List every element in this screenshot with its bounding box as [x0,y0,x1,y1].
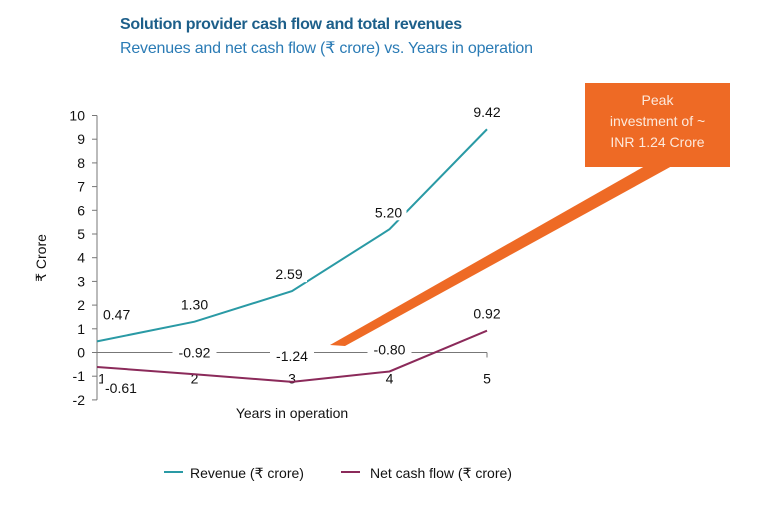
data-label-background [270,347,314,364]
data-label-background [271,266,307,283]
data-label: 0.92 [473,306,500,322]
data-label: -0.61 [105,380,137,396]
y-tick-label: 6 [77,202,85,218]
x-axis-label: Years in operation [236,405,348,421]
data-label: -0.80 [374,341,406,357]
y-tick-label: 5 [77,226,85,242]
data-label-background [101,306,137,323]
y-tick-label: 0 [77,345,85,361]
y-tick-label: 9 [77,131,85,147]
data-label: -1.24 [276,348,308,364]
data-label: 5.20 [375,204,402,220]
legend-label-net-cash-flow: Net cash flow (₹ crore) [370,465,512,481]
data-label-background [469,305,505,322]
data-label: 1.30 [181,297,208,313]
data-label-background [370,204,407,221]
y-tick-label: -1 [73,368,86,384]
chart-subtitle: Revenues and net cash flow (₹ crore) vs.… [120,40,533,57]
callout-line-1: Peak [641,92,674,108]
callout-pointer [330,166,672,346]
data-label-background [103,379,147,396]
y-tick-label: 4 [77,250,85,266]
x-tick-label: 3 [288,371,296,387]
y-axis-label: ₹ Crore [33,234,49,282]
series-line-net-cash-flow [96,329,488,383]
data-label-background [172,344,217,361]
series-line-revenue [96,128,488,343]
y-tick-label: 10 [69,108,85,124]
y-tick-label: 8 [77,155,85,171]
y-tick-label: 3 [77,273,85,289]
x-tick-label: 4 [386,371,394,387]
y-tick-label: 2 [77,297,85,313]
y-tick-label: 1 [77,321,85,337]
legend: Revenue (₹ crore) Net cash flow (₹ crore… [164,465,512,481]
data-label-background [469,104,505,121]
data-label: 0.47 [103,306,130,322]
callout-line-2: investment of ~ [609,113,706,129]
data-label-background [367,341,412,358]
chart-title: Solution provider cash flow and total re… [120,16,462,33]
callout-line-3: INR 1.24 Crore [610,134,705,150]
callout-annotation [330,83,730,346]
x-tick-label: 1 [98,371,106,387]
data-label: 9.42 [473,104,500,120]
legend-label-revenue: Revenue (₹ crore) [190,465,304,481]
y-tick-label: -2 [73,392,86,408]
x-tick-label: 5 [483,371,491,387]
data-label: 2.59 [275,266,302,282]
data-label-background [176,296,213,313]
callout-text: Peak investment of ~ INR 1.24 Crore [585,90,730,153]
data-label: -0.92 [179,344,211,360]
x-tick-label: 2 [191,371,199,387]
callout-box [585,83,730,167]
y-tick-label: 7 [77,179,85,195]
